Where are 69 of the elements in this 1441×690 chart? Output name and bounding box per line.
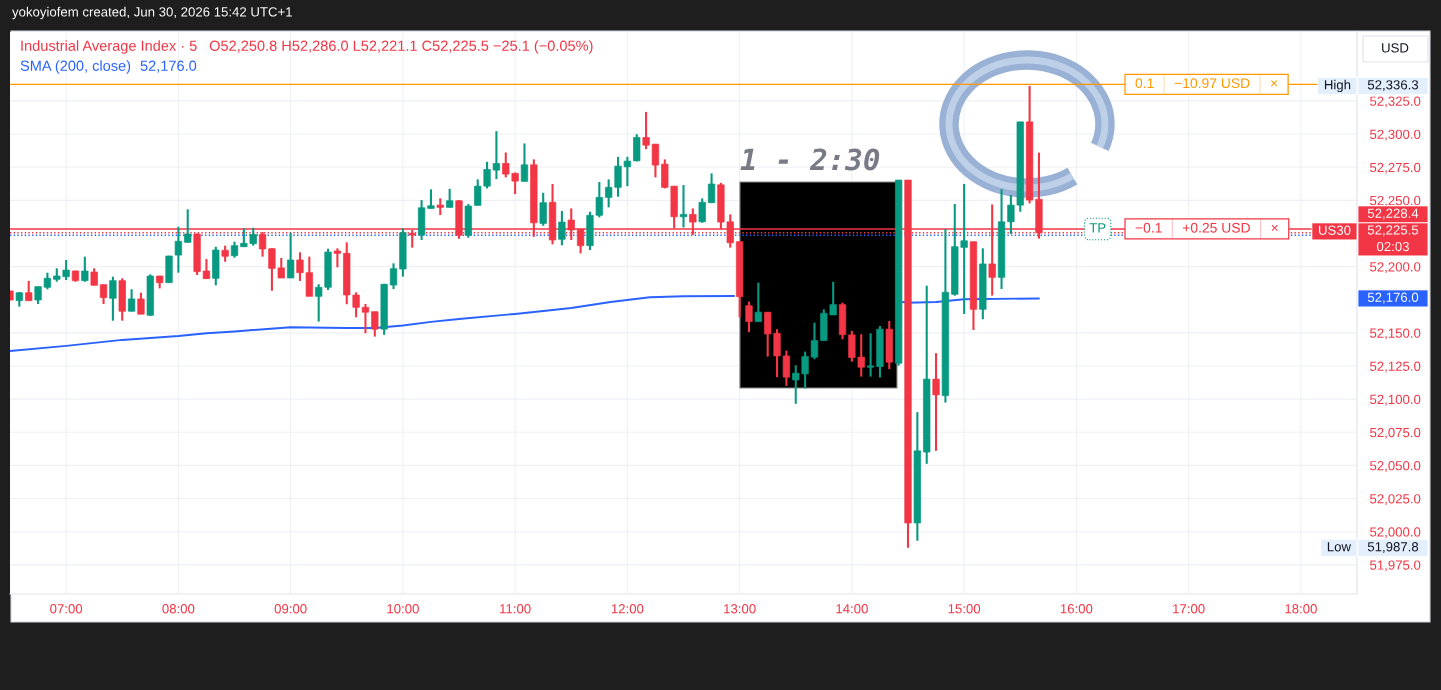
text: O52,250.8 H52,286.0 L52,221.1 C52,225.5 −25.1 (−0.05%) [209, 40, 593, 54]
y-tick-label: 52,325.0 [1370, 96, 1421, 108]
y-tick-label: 52,125.0 [1370, 361, 1421, 373]
candlestick [707, 172, 716, 204]
y-tick-label: 51,975.0 [1370, 560, 1421, 572]
candlestick [184, 208, 192, 244]
candlestick [202, 258, 211, 280]
text: 52,336.3 [1367, 80, 1419, 92]
text: Industrial Average Index · 5 [21, 40, 197, 54]
candlestick [137, 291, 145, 316]
candlestick [109, 275, 117, 322]
y-tick-label: 52,150.0 [1370, 328, 1421, 340]
candlestick [810, 321, 819, 361]
y-tick-label: 52,050.0 [1370, 461, 1421, 472]
text: 52,225.5 02:03 [1367, 225, 1419, 252]
x-tick-label: 18:00 [1285, 604, 1317, 614]
candlestick [127, 288, 136, 313]
candlestick [698, 197, 706, 224]
y-tick-label: 52,200.0 [1370, 262, 1421, 274]
text: −0.1 +0.25 USD × [1135, 222, 1278, 233]
x-tick-label: 14:00 [836, 604, 868, 614]
x-tick-label: 07:00 [50, 604, 83, 614]
annotation: 1 - 2:30 [740, 148, 880, 171]
text: yokoyiofem created, Jun 30, 2026 15:42 UTC+1 [12, 6, 292, 20]
x-tick-label: 15:00 [948, 604, 981, 614]
y-tick-label: 52,275.0 [1370, 162, 1421, 174]
candlestick [99, 283, 108, 306]
x-tick-label: 11:00 [500, 604, 531, 614]
text: 51,987.8 [1367, 542, 1419, 553]
text: 52,228.4 [1367, 208, 1419, 220]
candlestick [333, 247, 342, 269]
y-tick-label: 52,000.0 [1370, 527, 1421, 539]
candlestick [446, 187, 454, 209]
candlestick [745, 300, 753, 334]
annotation: TP [1089, 223, 1106, 233]
x-tick-label: 08:00 [162, 604, 195, 614]
annotation: US30 [1319, 225, 1351, 235]
y-tick-label: 52,075.0 [1370, 427, 1421, 439]
candlestick [389, 262, 398, 291]
x-tick-label: 16:00 [1060, 604, 1093, 614]
candlestick [932, 352, 940, 452]
text: SMA (200, close) [20, 60, 131, 74]
annotation: Low [1327, 542, 1352, 552]
annotation: High [1324, 79, 1351, 93]
x-tick-label: 12:00 [611, 604, 644, 614]
candlestick [633, 133, 641, 163]
candlestick [361, 302, 370, 335]
candlestick [287, 231, 295, 280]
y-tick-label: 52,100.0 [1370, 394, 1421, 406]
candlestick [539, 191, 547, 227]
annotation: 52,176.0 [140, 60, 197, 73]
x-tick-label: 13:00 [724, 604, 756, 614]
x-tick-label: 09:00 [274, 604, 307, 614]
y-tick-label: 52,025.0 [1370, 494, 1421, 506]
text: 52,176.0 [1367, 292, 1419, 304]
text: USD [1382, 43, 1409, 53]
candlestick [642, 110, 650, 151]
x-tick-label: 10:00 [387, 604, 419, 614]
candlestick [371, 310, 379, 338]
y-tick-label: 52,250.0 [1370, 195, 1421, 207]
text: 0.1 −10.97 USD × [1135, 78, 1278, 89]
candlestick [81, 255, 89, 283]
candlestick [651, 143, 660, 179]
y-tick-label: 52,300.0 [1370, 129, 1421, 141]
candlestick [558, 210, 566, 247]
candlestick [679, 184, 688, 229]
candlestick [520, 142, 529, 183]
candlestick [754, 281, 762, 323]
x-tick-label: 17:00 [1173, 604, 1205, 614]
